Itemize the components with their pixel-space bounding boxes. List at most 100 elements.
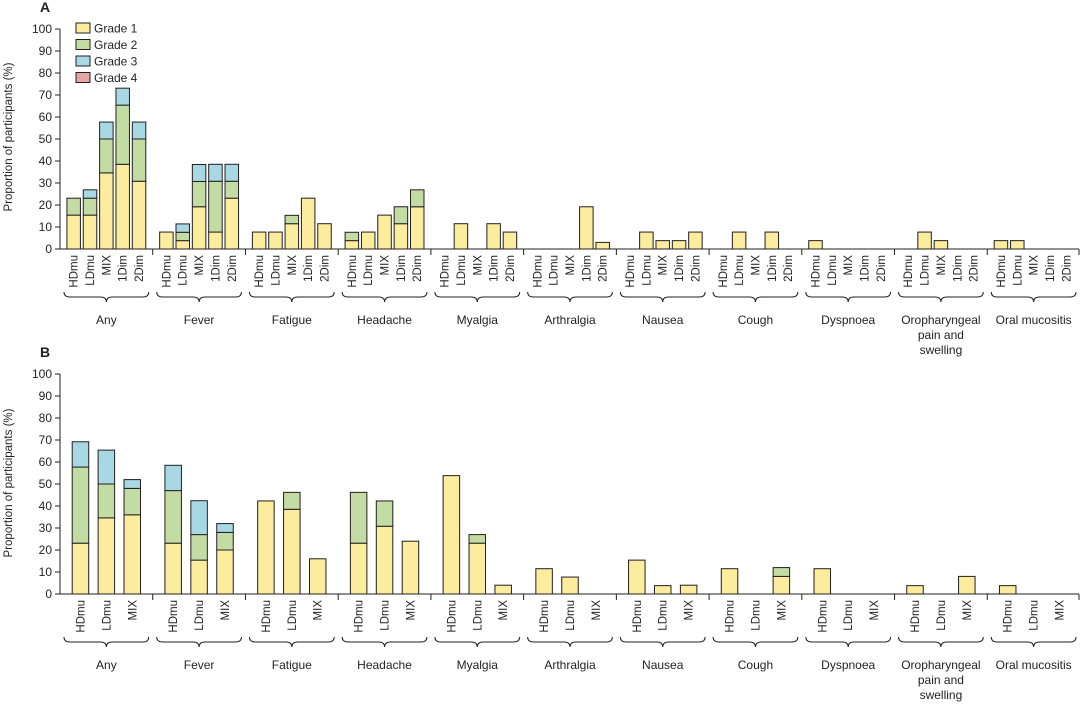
panel-a-x-tick-label: 2Dim: [598, 255, 610, 282]
panel-a-bar-fever-ldmu-grade-2: [175, 231, 190, 242]
panel-a-x-tick-label: 2Dim: [690, 255, 702, 282]
panel-a-bar-myalgia-1dim-grade-1: [486, 223, 501, 250]
legend-swatch-grade-4: [75, 72, 91, 83]
panel-b: B Proportion of participants (%) 0 10 20 30…: [3, 344, 1080, 702]
panel-a-x-tick-label: MIX: [101, 255, 113, 276]
panel-a-group-label-arthralgia: Arthralgia: [544, 313, 596, 327]
panel-a-group-label-cough: Cough: [738, 313, 773, 327]
panel-a-bar-fever-1dim-grade-1: [208, 231, 223, 250]
panel-a-x-tick-label: 1Dim: [767, 255, 779, 282]
panel-b-group-label-myalgia: Myalgia: [457, 658, 499, 672]
panel-a-bar-any-2dim-grade-3: [131, 121, 147, 140]
panel-b-x-tick-label: HDmu: [1003, 600, 1015, 633]
panel-b-x-tick-label: LDmu: [936, 600, 948, 631]
panel-a-bar-headache-2dim-grade-1: [409, 206, 425, 250]
panel-a-x-tick-label: 2Dim: [1061, 255, 1073, 282]
panel-a-group-label-myalgia: Myalgia: [457, 313, 499, 327]
panel-a-x-tick-label: LDmu: [641, 255, 653, 286]
panel-b-bar-fever-hdmu-grade-3: [164, 464, 182, 492]
panel-b-x-tick-label: MIX: [684, 600, 696, 621]
panel-a-group-brace: [248, 291, 335, 303]
panel-b-bar-any-ldmu-grade-2: [97, 483, 116, 519]
panel-a-y-tick-label: 80: [39, 66, 53, 80]
panel-b-bar-cough-hdmu-grade-1: [720, 568, 739, 595]
panel-a-bar-any-mix-grade-2: [99, 138, 114, 174]
panel-a-bar-fever-ldmu-grade-1: [175, 240, 190, 250]
panel-a-y-tick-label: 50: [39, 132, 53, 146]
panel-b-bar-any-hdmu-grade-2: [71, 466, 90, 544]
panel-b-group-brace: [248, 636, 335, 648]
panel-a-x-tick-label: 2Dim: [505, 255, 517, 282]
panel-a-x-tick-label: 1Dim: [210, 255, 222, 282]
panel-a-bar-nausea-1dim-grade-1: [671, 240, 687, 250]
panel-b-x-tick-label: HDmu: [75, 600, 87, 633]
panel-a-bar-fever-2dim-grade-3: [224, 163, 240, 182]
panel-b-group-label-any: Any: [96, 658, 117, 672]
panel-b-bar-any-hdmu-grade-3: [71, 441, 90, 468]
panel-a-x-tick-label: 1Dim: [1045, 255, 1057, 282]
panel-a-bar-fever-1dim-grade-3: [208, 163, 223, 182]
panel-a-x-tick-label: 1Dim: [952, 255, 964, 282]
panel-a-bar-any-mix-grade-3: [99, 121, 114, 140]
panel-a-bar-headache-1dim-grade-1: [393, 223, 409, 250]
panel-b-x-tick-label: MIX: [776, 600, 788, 621]
panel-b-x-tick-label: MIX: [313, 600, 325, 621]
panel-b-y-tick-label: 50: [39, 477, 53, 491]
panel-b-group-label-arthralgia: Arthralgia: [544, 658, 596, 672]
panel-b-group-label-cough: Cough: [738, 658, 773, 672]
panel-a-x-tick-label: LDmu: [270, 255, 282, 286]
panel-a-bar-nausea-2dim-grade-1: [688, 231, 703, 250]
panel-a-group-brace: [527, 291, 613, 303]
panel-a-y-tick-label: 30: [39, 176, 53, 190]
panel-a-group-brace: [898, 291, 984, 303]
panel-a-group-label-oral-mucositis: Oral mucositis: [996, 313, 1072, 327]
panel-b-bar-cough-mix-grade-1: [772, 575, 791, 595]
panel-a-x-tick-label: MIX: [380, 255, 392, 276]
panel-b-group-brace: [63, 636, 150, 648]
panel-b-group-brace: [898, 636, 984, 648]
panel-a-bar-fatigue-2dim-grade-1: [317, 223, 332, 250]
panel-a-x-tick-label: MIX: [658, 255, 670, 276]
panel-b-y-tick-label: 80: [39, 411, 53, 425]
panel-a-bar-fever-2dim-grade-1: [224, 197, 240, 250]
panel-b-bar-fever-ldmu-grade-1: [190, 559, 208, 595]
panel-a-bar-fatigue-mix-grade-2: [284, 214, 300, 225]
panel-a-bar-fever-1dim-grade-2: [208, 180, 223, 233]
panel-a-group-label-fatigue: Fatigue: [272, 313, 312, 327]
panel-b-y-tick-label: 60: [39, 455, 53, 469]
panel-a-bar-fatigue-ldmu-grade-1: [268, 231, 283, 250]
panel-b-x-tick-label: MIX: [962, 600, 974, 621]
panel-a-x-tick-label: LDmu: [1012, 255, 1024, 286]
panel-b-x-tick-label: HDmu: [910, 600, 922, 633]
panel-b-bar-fatigue-ldmu-grade-1: [283, 508, 301, 595]
panel-a-letter: A: [40, 0, 50, 15]
panel-a-bar-headache-hdmu-grade-2: [344, 231, 360, 242]
panel-a-x-tick-label: LDmu: [827, 255, 839, 286]
panel-b-bar-dyspnoea-hdmu-grade-1: [813, 568, 832, 595]
panel-b-group-brace: [619, 636, 706, 648]
panel-b-group-label-headache: Headache: [357, 658, 412, 672]
panel-a-x-tick-label: LDmu: [363, 255, 375, 286]
panel-a-y-tick-label: 10: [39, 220, 53, 234]
panel-a-y-tick-label: 90: [39, 44, 53, 58]
panel-a-x-tick-label: LDmu: [734, 255, 746, 286]
legend-swatch-grade-3: [75, 55, 91, 67]
panel-b-group-brace: [712, 636, 799, 648]
panel-a-bar-headache-mix-grade-1: [377, 214, 392, 250]
legend-label-grade-4: Grade 4: [94, 71, 138, 85]
legend-label-grade-1: Grade 1: [94, 22, 138, 36]
panel-a-x-tick-label: 1Dim: [674, 255, 686, 282]
panel-b-group-brace: [156, 636, 242, 648]
panel-a-x-tick-label: 1Dim: [303, 255, 315, 282]
panel-b-group-label-oropharyngeal-pain-and-swelling: Oropharyngeal pain and swelling: [901, 658, 980, 702]
panel-a-x-tick-label: LDmu: [549, 255, 561, 286]
panel-a-bar-arthralgia-1dim-grade-1: [579, 206, 594, 250]
legend-swatch-grade-2: [75, 39, 91, 50]
panel-a-bar-any-ldmu-grade-3: [82, 189, 98, 199]
panel-a-group-brace: [156, 291, 242, 303]
panel-b-x-tick-label: HDmu: [168, 600, 180, 633]
panel-b-x-tick-label: LDmu: [658, 600, 670, 631]
panel-b-bar-arthralgia-hdmu-grade-1: [535, 568, 553, 595]
panel-a-group-label-fever: Fever: [184, 313, 215, 327]
legend-swatch-grade-1: [75, 22, 91, 34]
